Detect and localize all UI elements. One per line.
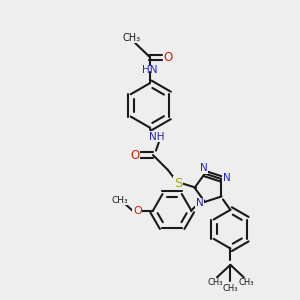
Text: CH₃: CH₃ <box>122 33 140 43</box>
Text: CH₃: CH₃ <box>207 278 223 287</box>
Text: O: O <box>163 51 172 64</box>
Text: CH₃: CH₃ <box>238 278 254 287</box>
Text: N: N <box>223 172 230 182</box>
Text: O: O <box>133 206 142 216</box>
Text: HN: HN <box>142 65 157 75</box>
Text: N: N <box>196 198 204 208</box>
Text: N: N <box>200 163 208 173</box>
Text: O: O <box>130 148 139 162</box>
Text: S: S <box>174 177 182 190</box>
Text: NH: NH <box>149 132 165 142</box>
Text: CH₃: CH₃ <box>112 196 128 205</box>
Text: CH₃: CH₃ <box>223 284 238 292</box>
